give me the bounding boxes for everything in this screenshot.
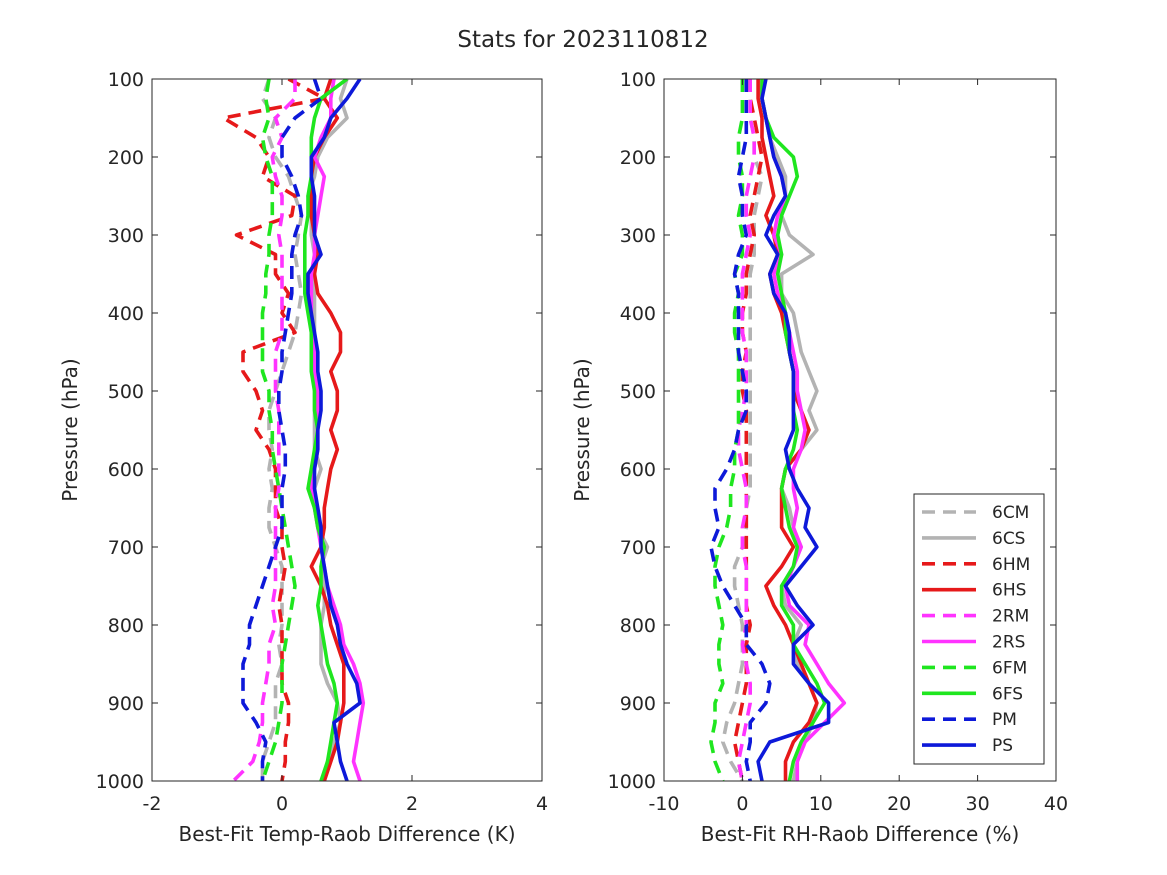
x-tick-label: 0 <box>276 793 288 815</box>
legend: 6CM 6CS 6HM 6HS 2RM 2RS 6FM 6FS PM PS <box>913 493 1045 765</box>
x-tick-label: 30 <box>966 793 990 815</box>
y-tick-label: 100 <box>108 69 144 91</box>
figure-title: Stats for 2023110812 <box>457 27 708 53</box>
x-tick-label: -10 <box>648 793 679 815</box>
series-line-6hs <box>309 79 346 781</box>
y-tick-label: 1000 <box>608 771 656 793</box>
series-line-2rm <box>232 79 297 781</box>
series-line-2rm <box>736 79 757 781</box>
legend-label-6fm: 6FM <box>992 658 1027 678</box>
series-line-6fm <box>709 79 745 781</box>
temp-difference-panel: -2 0 2 4 100 200 300 400 500 600 700 800 900 1000 Best… <box>58 69 548 846</box>
series-line-6cm <box>720 79 764 781</box>
y-axis-label: Pressure (hPa) <box>570 358 594 501</box>
axes-box <box>663 78 1057 782</box>
y-tick-label: 1000 <box>96 771 144 793</box>
x-axis-label: Best-Fit RH-Raob Difference (%) <box>701 822 1020 846</box>
x-tick-label: 40 <box>1044 793 1068 815</box>
y-tick-label: 700 <box>620 537 656 559</box>
legend-label-6cm: 6CM <box>992 503 1029 523</box>
rh-difference-panel: -10 0 10 20 30 40 100 200 300 400 500 600 700 800 900 1… <box>570 69 1068 846</box>
y-tick-label: 200 <box>108 147 144 169</box>
legend-label-ps: PS <box>992 736 1013 756</box>
y-tick-label: 700 <box>108 537 144 559</box>
y-tick-label: 900 <box>620 693 656 715</box>
y-tick-label: 400 <box>620 303 656 325</box>
y-tick-label: 800 <box>108 615 144 637</box>
y-axis-label: Pressure (hPa) <box>58 358 82 501</box>
legend-label-6hm: 6HM <box>992 555 1030 575</box>
y-tick-label: 800 <box>620 615 656 637</box>
series-line-6fm <box>260 79 297 781</box>
axes-box <box>151 78 543 782</box>
legend-label-6fs: 6FS <box>992 684 1023 704</box>
series-line-pm <box>241 79 323 781</box>
y-tick-label: 500 <box>108 381 144 403</box>
y-tick-label: 600 <box>108 459 144 481</box>
y-tick-label: 600 <box>620 459 656 481</box>
x-tick-label: -2 <box>143 793 162 815</box>
x-tick-label: 4 <box>536 793 548 815</box>
legend-label-pm: PM <box>992 710 1017 730</box>
series-group <box>709 79 847 781</box>
y-tick-label: 300 <box>108 225 144 247</box>
legend-label-2rs: 2RS <box>992 633 1025 653</box>
x-axis-label: Best-Fit Temp-Raob Difference (K) <box>178 822 515 846</box>
y-tick-label: 300 <box>620 225 656 247</box>
x-tick-label: 20 <box>887 793 911 815</box>
legend-label-6cs: 6CS <box>992 529 1025 549</box>
x-tick-label: 2 <box>406 793 418 815</box>
legend-label-2rm: 2RM <box>992 607 1029 627</box>
x-tick-label: 0 <box>736 793 748 815</box>
x-tick-label: 10 <box>809 793 833 815</box>
series-line-6hs <box>756 79 819 781</box>
y-tick-label: 200 <box>620 147 656 169</box>
series-line-ps <box>306 79 362 781</box>
series-line-6fs <box>760 79 827 781</box>
y-tick-label: 400 <box>108 303 144 325</box>
y-tick-label: 500 <box>620 381 656 403</box>
y-tick-label: 100 <box>620 69 656 91</box>
y-tick-label: 900 <box>108 693 144 715</box>
series-line-ps <box>756 79 831 781</box>
legend-label-6hs: 6HS <box>992 581 1026 601</box>
series-line-pm <box>709 79 772 781</box>
series-group <box>221 79 366 781</box>
